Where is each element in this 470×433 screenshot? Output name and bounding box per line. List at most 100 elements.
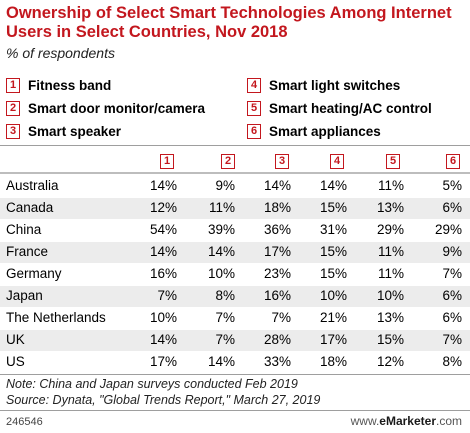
table-cell: 14% — [149, 178, 177, 193]
column-header-5: 5 — [386, 151, 400, 169]
footer-divider — [0, 410, 470, 411]
table-cell: 12% — [376, 354, 404, 369]
legend-item-3: 3 Smart speaker — [6, 122, 121, 140]
table-cell: 6% — [442, 288, 462, 303]
table-cell: 12% — [149, 200, 177, 215]
row-country: China — [6, 222, 42, 237]
row-country: The Netherlands — [6, 310, 106, 325]
table-cell: 31% — [319, 222, 347, 237]
table-cell: 14% — [207, 354, 235, 369]
table-cell: 9% — [442, 244, 462, 259]
table-cell: 29% — [376, 222, 404, 237]
brand-prefix: www. — [350, 414, 380, 428]
table-row: France 14% 14% 17% 15% 11% 9% — [0, 242, 470, 263]
table-cell: 14% — [149, 332, 177, 347]
table-cell: 14% — [319, 178, 347, 193]
column-header-6: 6 — [446, 151, 460, 169]
table-row: US 17% 14% 33% 18% 12% 8% — [0, 352, 470, 373]
table-cell: 10% — [207, 266, 235, 281]
table-cell: 15% — [319, 266, 347, 281]
legend-badge: 2 — [6, 100, 20, 116]
table-cell: 14% — [263, 178, 291, 193]
table-cell: 18% — [263, 200, 291, 215]
column-header-4: 4 — [330, 151, 344, 169]
legend-badge: 6 — [247, 123, 261, 139]
table-cell: 36% — [263, 222, 291, 237]
table-row: Germany 16% 10% 23% 15% 11% 7% — [0, 264, 470, 285]
row-country: UK — [6, 332, 25, 347]
legend-label: Smart light switches — [269, 77, 401, 93]
table-cell: 11% — [208, 200, 235, 215]
table-cell: 17% — [263, 244, 291, 259]
table-cell: 6% — [442, 200, 462, 215]
row-country: France — [6, 244, 49, 259]
legend-label: Smart heating/AC control — [269, 100, 432, 116]
table-header-divider — [0, 172, 470, 174]
table-row: China 54% 39% 36% 31% 29% 29% — [0, 220, 470, 241]
legend-badge: 4 — [247, 77, 261, 93]
table-cell: 15% — [376, 332, 404, 347]
table-row: Canada 12% 11% 18% 15% 13% 6% — [0, 198, 470, 219]
table-cell: 33% — [263, 354, 291, 369]
table-cell: 13% — [376, 310, 404, 325]
column-header-1: 1 — [160, 151, 174, 169]
table-cell: 10% — [319, 288, 347, 303]
table-cell: 54% — [149, 222, 177, 237]
table-cell: 21% — [319, 310, 347, 325]
table-cell: 15% — [319, 244, 347, 259]
table-cell: 7% — [442, 332, 462, 347]
table-cell: 16% — [263, 288, 291, 303]
table-row: UK 14% 7% 28% 17% 15% 7% — [0, 330, 470, 351]
table-cell: 7% — [215, 310, 235, 325]
table-cell: 17% — [319, 332, 347, 347]
chart-title: Ownership of Select Smart Technologies A… — [6, 4, 452, 41]
legend-label: Smart speaker — [28, 123, 122, 139]
legend-badge: 3 — [6, 123, 20, 139]
row-country: Canada — [6, 200, 54, 215]
table-cell: 7% — [442, 266, 462, 281]
row-country: Germany — [6, 266, 62, 281]
legend-item-1: 1 Fitness band — [6, 76, 111, 94]
row-country: US — [6, 354, 25, 369]
table-cell: 14% — [149, 244, 177, 259]
chart-subtitle: % of respondents — [6, 45, 115, 61]
table-cell: 14% — [207, 244, 235, 259]
table-cell: 23% — [263, 266, 291, 281]
table-cell: 6% — [442, 310, 462, 325]
table-cell: 10% — [149, 310, 177, 325]
table-row: The Netherlands 10% 7% 7% 21% 13% 6% — [0, 308, 470, 329]
table-cell: 7% — [215, 332, 235, 347]
table-cell: 28% — [263, 332, 291, 347]
table-cell: 18% — [319, 354, 347, 369]
legend-item-4: 4 Smart light switches — [247, 76, 400, 94]
brand-suffix: .com — [435, 414, 462, 428]
legend-label: Smart door monitor/camera — [28, 100, 206, 116]
table-cell: 11% — [377, 266, 404, 281]
table-cell: 16% — [149, 266, 177, 281]
table-cell: 10% — [376, 288, 404, 303]
chart-source: Source: Dynata, "Global Trends Report," … — [6, 393, 321, 407]
legend-label: Fitness band — [28, 77, 112, 93]
brand-name: eMarketer — [379, 414, 436, 428]
table-cell: 8% — [215, 288, 235, 303]
table-cell: 7% — [271, 310, 291, 325]
table-row: Australia 14% 9% 14% 14% 11% 5% — [0, 176, 470, 197]
table-cell: 11% — [377, 178, 404, 193]
brand-logo[interactable]: www.eMarketer.com — [351, 414, 462, 428]
table-bottom-divider — [0, 374, 470, 375]
table-cell: 11% — [377, 244, 404, 259]
chart-note: Note: China and Japan surveys conducted … — [6, 377, 298, 391]
legend-badge: 1 — [6, 77, 20, 93]
table-cell: 8% — [442, 354, 462, 369]
legend-item-2: 2 Smart door monitor/camera — [6, 99, 205, 117]
row-country: Australia — [6, 178, 59, 193]
table-cell: 7% — [157, 288, 177, 303]
table-cell: 15% — [319, 200, 347, 215]
legend-item-6: 6 Smart appliances — [247, 122, 381, 140]
column-header-2: 2 — [221, 151, 235, 169]
table-cell: 13% — [376, 200, 404, 215]
chart-id: 246546 — [6, 416, 43, 428]
table-cell: 17% — [149, 354, 177, 369]
row-country: Japan — [6, 288, 43, 303]
legend-divider — [0, 145, 470, 146]
